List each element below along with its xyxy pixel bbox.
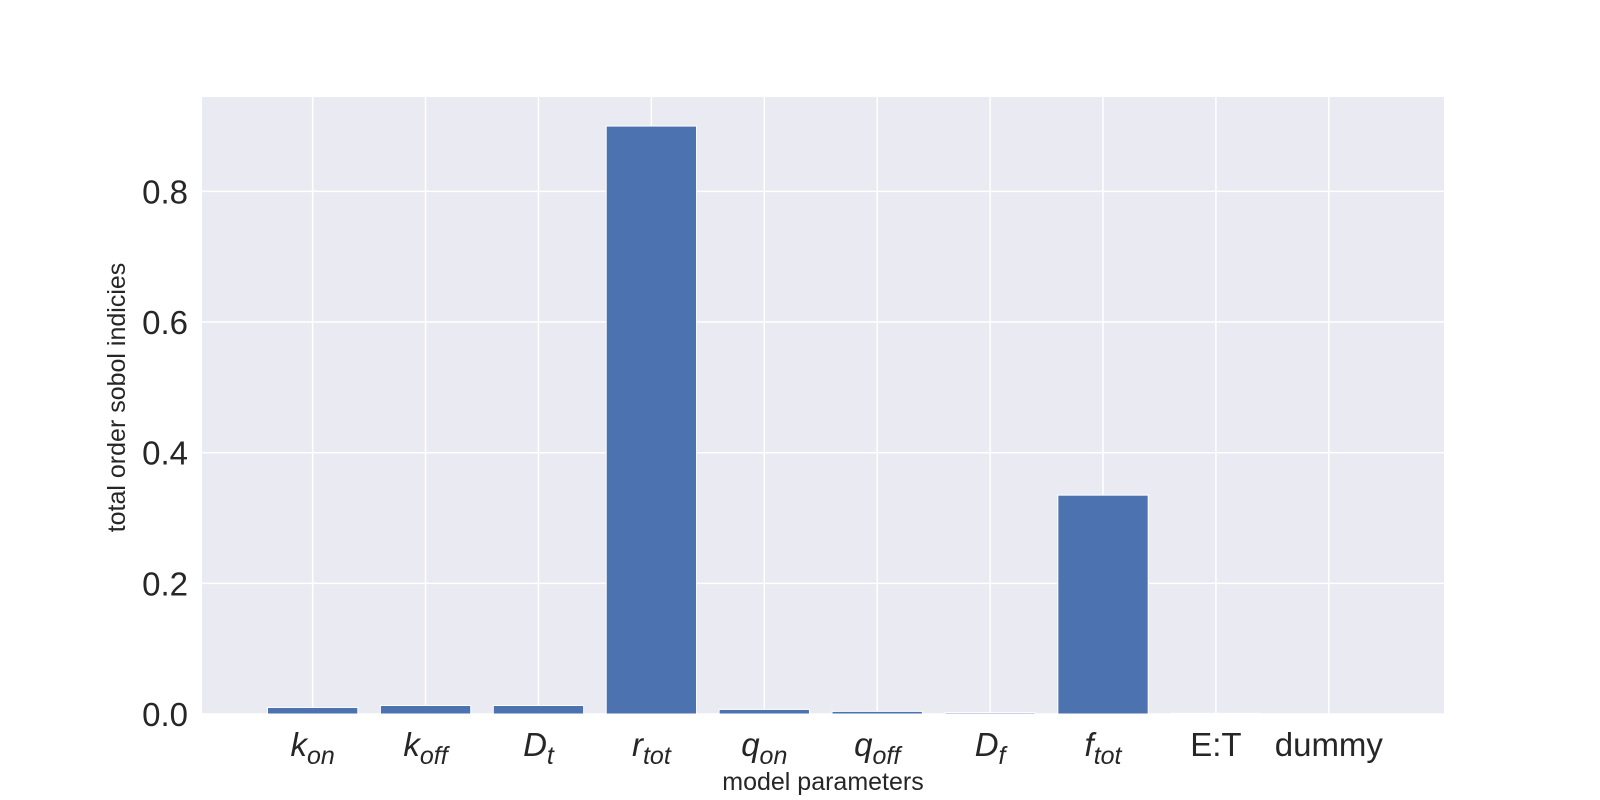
bar <box>492 705 585 715</box>
bars <box>266 125 1262 715</box>
y-tick-label: 0.2 <box>142 565 188 602</box>
x-tick-label: Dt <box>523 726 555 770</box>
x-tick-labels: kon koff Dt rtot qon qoff Df ftot E:T dummy <box>290 726 1383 770</box>
plot-area <box>202 97 1444 714</box>
x-tick-label: kon <box>290 726 334 770</box>
x-tick-label: rtot <box>632 726 672 770</box>
x-tick-label: Df <box>975 726 1009 770</box>
y-tick-label: 0.0 <box>142 696 188 733</box>
bar <box>1170 712 1262 715</box>
x-axis-label: model parameters <box>722 768 923 796</box>
y-tick-label: 0.4 <box>142 435 188 472</box>
x-tick-label: ftot <box>1085 726 1123 770</box>
bar <box>718 708 810 715</box>
y-tick-label: 0.6 <box>142 304 188 341</box>
y-axis-label: total order sobol indicies <box>103 263 131 533</box>
bar <box>266 706 359 715</box>
bar <box>944 712 1036 715</box>
y-tick-labels: 0.0 0.2 0.4 0.6 0.8 <box>142 173 188 733</box>
bar <box>379 705 472 715</box>
x-tick-label: dummy <box>1275 726 1384 763</box>
x-tick-label: qon <box>741 726 787 770</box>
bar <box>831 710 923 715</box>
x-tick-label: E:T <box>1190 726 1241 763</box>
bar <box>605 125 698 715</box>
x-tick-label: koff <box>403 726 450 770</box>
x-tick-label: qoff <box>854 726 903 770</box>
y-tick-label: 0.8 <box>142 173 188 210</box>
bar <box>1057 494 1149 715</box>
